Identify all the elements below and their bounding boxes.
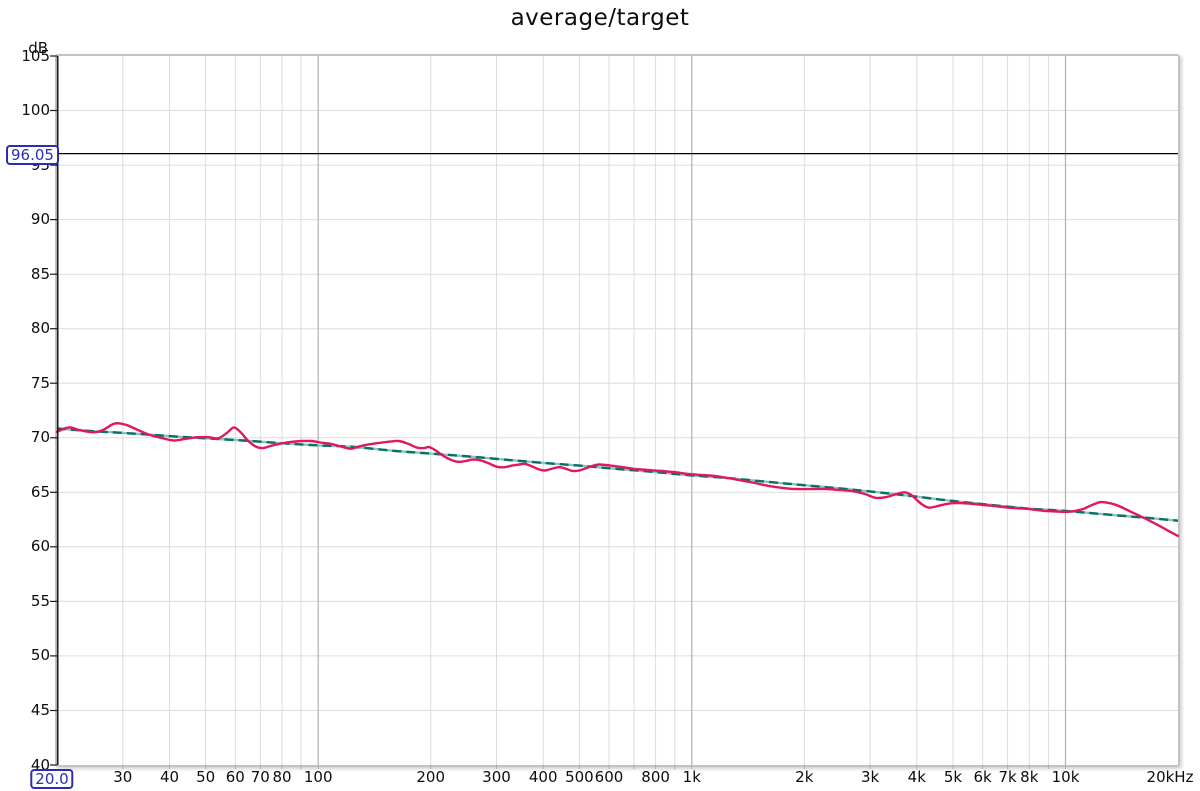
x-tick-label: 500 xyxy=(565,768,594,786)
x-tick-label: 20kHz xyxy=(1146,768,1194,786)
x-tick-label: 600 xyxy=(594,768,624,786)
y-tick-label: 65 xyxy=(30,482,50,501)
x-tick-label: 70 xyxy=(250,768,270,786)
x-tick-label: 800 xyxy=(641,768,670,786)
y-tick-label: 50 xyxy=(30,646,50,665)
x-tick-label: 40 xyxy=(159,768,180,786)
x-tick-label: 2k xyxy=(795,768,814,786)
y-tick-label: 105 xyxy=(21,46,50,65)
target-curve xyxy=(56,427,1179,522)
x-tick-label: 1k xyxy=(682,768,701,786)
x-tick-label: 7k xyxy=(998,768,1017,786)
x-tick-label: 50 xyxy=(196,768,216,786)
y-tick-label: 70 xyxy=(30,428,50,447)
x-tick-label: 400 xyxy=(528,768,558,786)
y-tick-label: 100 xyxy=(21,101,50,119)
x-tick-label: 200 xyxy=(416,768,446,786)
x-tick-label: 6k xyxy=(973,768,992,786)
x-tick-label: 30 xyxy=(113,768,133,786)
y-tick-label: 55 xyxy=(30,591,50,610)
y-axis-unit-label: dB xyxy=(28,39,48,57)
average-curve xyxy=(55,422,1180,538)
page-title: average/target xyxy=(510,5,690,31)
y-tick-label: 85 xyxy=(30,264,50,283)
x-tick-label: 5k xyxy=(943,768,963,786)
x-tick-label: 60 xyxy=(225,768,245,786)
y-tick-label: 90 xyxy=(30,210,50,229)
y-tick-label: 75 xyxy=(30,373,50,392)
x-tick-label: 80 xyxy=(272,768,292,786)
x-tick-label: 8k xyxy=(1020,768,1039,786)
y-tick-label: 60 xyxy=(30,537,50,556)
y-tick-label: 40 xyxy=(30,755,50,774)
cursor-x-readout: 20.0 xyxy=(30,769,74,789)
y-tick-label: 45 xyxy=(30,701,50,719)
x-tick-label: 100 xyxy=(303,768,333,786)
cursor-y-value: 96.05 xyxy=(11,145,54,164)
plot-area[interactable] xyxy=(50,54,1180,769)
cursor-x-value: 20.0 xyxy=(35,770,69,788)
x-tick-label: 10k xyxy=(1051,768,1080,786)
x-tick-label: 4k xyxy=(907,768,926,786)
chart-canvas xyxy=(50,55,1180,769)
y-tick-label: 80 xyxy=(30,319,50,338)
x-tick-label: 3k xyxy=(860,768,880,786)
x-tick-label: 300 xyxy=(482,768,511,786)
cursor-y-readout: 96.05 xyxy=(6,144,59,165)
